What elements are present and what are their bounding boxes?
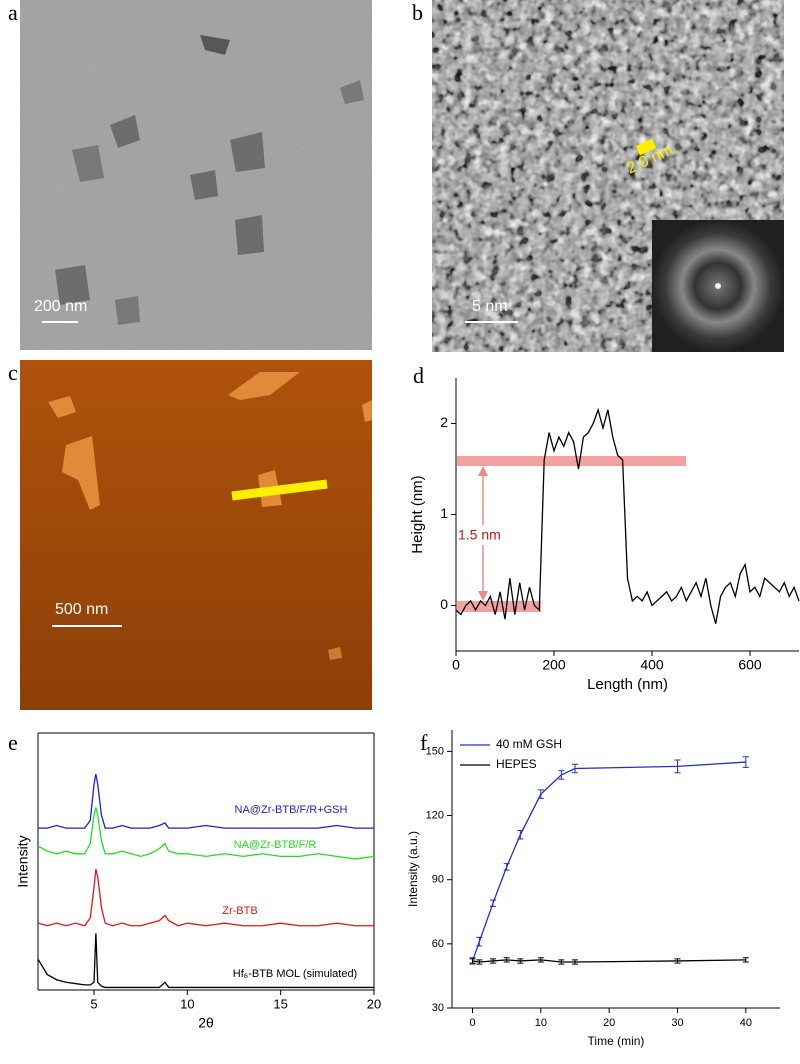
error-bar: [469, 958, 476, 964]
x-tick-label: 600: [738, 657, 762, 673]
x-tick-label: 20: [367, 996, 381, 1011]
panel-label: f: [420, 730, 428, 755]
series-label: NA@Zr-BTB/F/R: [234, 839, 317, 851]
y-axis-title: Height (nm): [409, 475, 426, 553]
error-bar: [476, 959, 483, 965]
data-line: [455, 407, 800, 624]
x-tick-label: 200: [542, 657, 566, 673]
series-label: Zr-BTB: [222, 905, 257, 917]
data-line: [37, 807, 375, 860]
hrtem-image: [432, 0, 784, 352]
y-tick-label: 2: [440, 414, 448, 430]
error-bar: [490, 899, 496, 907]
height-guides: [456, 456, 686, 612]
scale-bar-label: 200 nm: [34, 298, 87, 315]
y-axis-title: Intensity: [15, 835, 31, 887]
y-tick-label: 120: [426, 809, 444, 821]
x-axis-title: Length (nm): [587, 676, 668, 693]
series-label: NA@Zr-BTB/F/R+GSH: [235, 804, 348, 816]
error-bar: [558, 959, 565, 965]
x-tick-label: 30: [671, 1017, 683, 1029]
x-tick-label: 40: [740, 1017, 752, 1029]
y-tick-label: 1: [440, 505, 448, 521]
data-line: [37, 869, 374, 927]
y-tick-label: 150: [426, 745, 444, 757]
y-tick-label: 90: [432, 874, 444, 886]
error-bar: [503, 863, 510, 871]
series-label: Hf₆-BTB MOL (simulated): [233, 968, 357, 980]
legend-label: HEPES: [496, 757, 537, 771]
afm-image: [20, 360, 372, 710]
error-bar: [490, 958, 496, 964]
scale-bar-label: 500 nm: [55, 601, 108, 618]
x-tick-label: 10: [180, 996, 194, 1011]
error-bar: [674, 759, 681, 774]
data-line: [37, 933, 374, 989]
panel-label: a: [8, 0, 18, 25]
error-bar: [537, 957, 544, 963]
error-bar: [674, 958, 681, 964]
x-tick-label: 0: [469, 1017, 475, 1029]
panel-label: e: [8, 730, 18, 755]
x-axis-title: 2θ: [198, 1015, 214, 1031]
height-annotation: 1.5 nm: [458, 527, 501, 543]
y-axis-title: Intensity (a.u.): [406, 831, 420, 907]
tem-image: [20, 0, 372, 350]
data-line: [472, 959, 746, 963]
y-tick-label: 30: [432, 1002, 444, 1014]
x-axis-title: Time (min): [588, 1034, 645, 1048]
data-line: [38, 774, 374, 829]
panel-label: d: [413, 363, 424, 388]
error-bar: [742, 756, 749, 768]
error-bar: [503, 957, 510, 963]
error-bar: [572, 763, 578, 774]
scale-bar-label: 5 nm: [472, 298, 508, 315]
error-bar: [572, 959, 578, 965]
error-bar: [537, 789, 544, 799]
x-tick-label: 5: [90, 996, 97, 1011]
x-tick-label: 20: [603, 1017, 615, 1029]
panel-label: b: [412, 0, 423, 25]
panel-label: c: [8, 360, 18, 385]
error-bar: [517, 958, 524, 964]
error-bar: [517, 830, 524, 840]
error-bar: [476, 936, 483, 947]
y-tick-label: 60: [432, 938, 444, 950]
x-tick-label: 15: [273, 996, 287, 1011]
x-tick-label: 10: [535, 1017, 547, 1029]
data-line: [471, 761, 746, 962]
error-bar: [742, 957, 749, 963]
x-tick-label: 400: [640, 657, 664, 673]
error-bar: [558, 770, 565, 780]
y-tick-label: 0: [440, 596, 448, 612]
x-tick-label: 0: [452, 657, 460, 673]
legend-label: 40 mM GSH: [496, 737, 562, 751]
